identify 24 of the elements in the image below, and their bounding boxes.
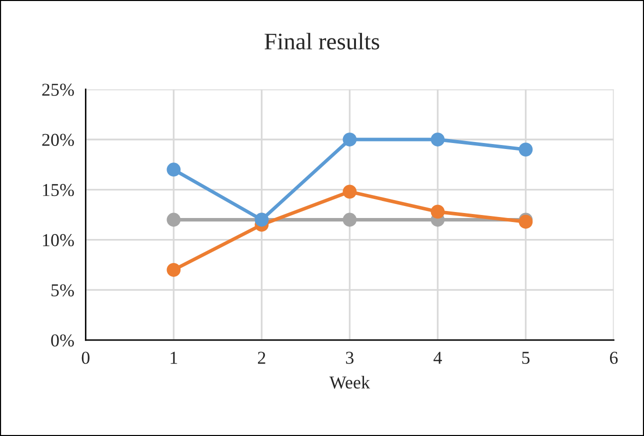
x-tick-label: 5 [522,352,530,364]
y-tick-label: 20% [42,134,74,146]
x-tick-label: 0 [82,352,90,364]
chart-title: Final results [264,32,380,50]
x-tick-label: 4 [434,352,442,364]
y-tick-label: 5% [52,284,74,296]
point [342,212,357,227]
y-tick-label: 15% [43,184,74,196]
point [166,262,181,277]
x-tick-label: 2 [258,352,266,364]
y-tick-label: 0% [51,334,74,347]
x-axis-title: Week [329,376,370,389]
y-tick-label: 25% [42,84,74,96]
y-tick-label: 10% [43,234,74,246]
point [166,212,181,227]
point [430,204,445,219]
point [166,162,181,177]
point [342,184,357,199]
x-tick-label: 3 [346,352,354,364]
point [342,132,357,146]
x-tick-label: 6 [610,352,618,364]
x-tick-label: 1 [170,352,178,364]
point [518,142,533,156]
point [430,132,445,146]
